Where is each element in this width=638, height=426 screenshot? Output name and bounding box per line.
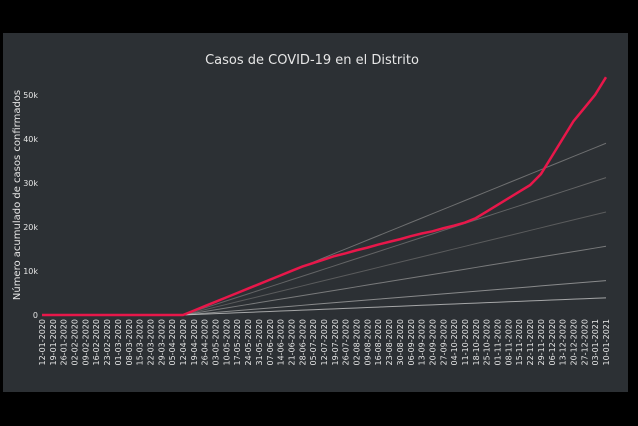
x-tick-label: 29-11-2020 [537, 319, 546, 366]
y-tick-label: 20k [23, 223, 38, 232]
x-tick-label: 19-07-2020 [331, 319, 340, 366]
x-tick-label: 22-11-2020 [526, 319, 535, 366]
x-tick-label: 19-04-2020 [190, 319, 199, 366]
x-tick-label: 12-04-2020 [179, 319, 188, 366]
y-tick-label: 0 [33, 311, 38, 320]
x-tick-label: 27-09-2020 [439, 319, 448, 366]
x-tick-label: 09-02-2020 [81, 319, 90, 366]
x-tick-label: 25-10-2020 [483, 319, 492, 366]
x-tick-label: 16-02-2020 [92, 319, 101, 366]
x-tick-label: 18-10-2020 [472, 319, 481, 366]
x-tick-label: 08-03-2020 [125, 319, 134, 366]
x-tick-label: 06-12-2020 [548, 319, 557, 366]
x-tick-label: 29-03-2020 [157, 319, 166, 366]
x-tick-label: 28-06-2020 [298, 319, 307, 366]
x-tick-label: 08-11-2020 [504, 319, 513, 366]
x-tick-label: 06-09-2020 [407, 319, 416, 366]
x-tick-label: 11-10-2020 [461, 319, 470, 366]
chart-title: Casos de COVID-19 en el Distrito [205, 53, 419, 68]
x-tick-label: 05-07-2020 [309, 319, 318, 366]
x-tick-label: 30-08-2020 [396, 319, 405, 366]
x-tick-label: 26-07-2020 [342, 319, 351, 366]
x-tick-label: 05-04-2020 [168, 319, 177, 366]
y-tick-label: 50k [23, 91, 38, 100]
x-tick-label: 24-05-2020 [244, 319, 253, 366]
x-tick-label: 26-01-2020 [60, 319, 69, 366]
series-line [42, 76, 608, 317]
x-tick-label: 02-02-2020 [71, 319, 80, 366]
x-tick-label: 13-09-2020 [418, 319, 427, 366]
x-tick-label: 09-08-2020 [363, 319, 372, 366]
x-tick-label: 20-12-2020 [569, 319, 578, 366]
x-tick-label: 17-05-2020 [233, 319, 242, 366]
x-tick-label: 21-06-2020 [287, 319, 296, 366]
x-tick-label: 15-11-2020 [515, 319, 524, 366]
x-tick-label: 03-05-2020 [212, 319, 221, 366]
y-tick-label: 10k [23, 267, 38, 276]
x-tick-label: 07-06-2020 [266, 319, 275, 366]
x-tick-label: 22-03-2020 [146, 319, 155, 366]
x-tick-label: 10-05-2020 [222, 319, 231, 366]
y-axis-label: Número acumulado de casos confirmados [11, 90, 23, 300]
x-tick-label: 23-02-2020 [103, 319, 112, 366]
x-tick-label: 20-09-2020 [428, 319, 437, 366]
x-tick-label: 03-01-2021 [591, 319, 600, 366]
x-tick-label: 15-03-2020 [136, 319, 145, 366]
panel [3, 33, 628, 392]
x-tick-label: 01-11-2020 [494, 319, 503, 366]
x-tick-label: 26-04-2020 [201, 319, 210, 366]
y-tick-label: 30k [23, 179, 38, 188]
x-tick-label: 01-03-2020 [114, 319, 123, 366]
x-tick-label: 12-07-2020 [320, 319, 329, 366]
x-tick-label: 14-06-2020 [277, 319, 286, 366]
x-tick-label: 04-10-2020 [450, 319, 459, 366]
x-tick-label: 27-12-2020 [580, 319, 589, 366]
x-tick-label: 23-08-2020 [385, 319, 394, 366]
x-tick-label: 31-05-2020 [255, 319, 264, 366]
y-tick-label: 40k [23, 135, 38, 144]
x-tick-label: 19-01-2020 [49, 319, 58, 366]
x-tick-label: 13-12-2020 [559, 319, 568, 366]
x-tick-label: 02-08-2020 [353, 319, 362, 366]
x-tick-label: 12-01-2020 [38, 319, 47, 366]
x-tick-label: 16-08-2020 [374, 319, 383, 366]
x-tick-label: 10-01-2021 [602, 319, 611, 366]
